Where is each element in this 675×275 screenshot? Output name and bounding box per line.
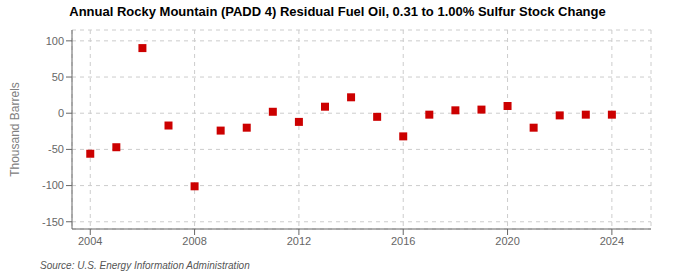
svg-text:100: 100 xyxy=(46,35,64,47)
svg-text:Thousand Barrels: Thousand Barrels xyxy=(8,82,22,177)
svg-text:2016: 2016 xyxy=(391,235,415,247)
svg-text:0: 0 xyxy=(58,107,64,119)
svg-text:-50: -50 xyxy=(48,143,64,155)
html-text:Source: U.S. Energy Informatio: Source: U.S. Energy Information Administ… xyxy=(40,260,250,271)
svg-text:-100: -100 xyxy=(42,179,64,191)
svg-text:-150: -150 xyxy=(42,216,64,228)
svg-text:2020: 2020 xyxy=(495,235,519,247)
svg-text:2024: 2024 xyxy=(600,235,624,247)
svg-text:2004: 2004 xyxy=(78,235,102,247)
html-text:Annual Rocky Mountain (PADD 4): Annual Rocky Mountain (PADD 4) Residual … xyxy=(69,4,606,19)
svg-text:2008: 2008 xyxy=(182,235,206,247)
svg-text:2012: 2012 xyxy=(287,235,311,247)
svg-text:50: 50 xyxy=(52,71,64,83)
